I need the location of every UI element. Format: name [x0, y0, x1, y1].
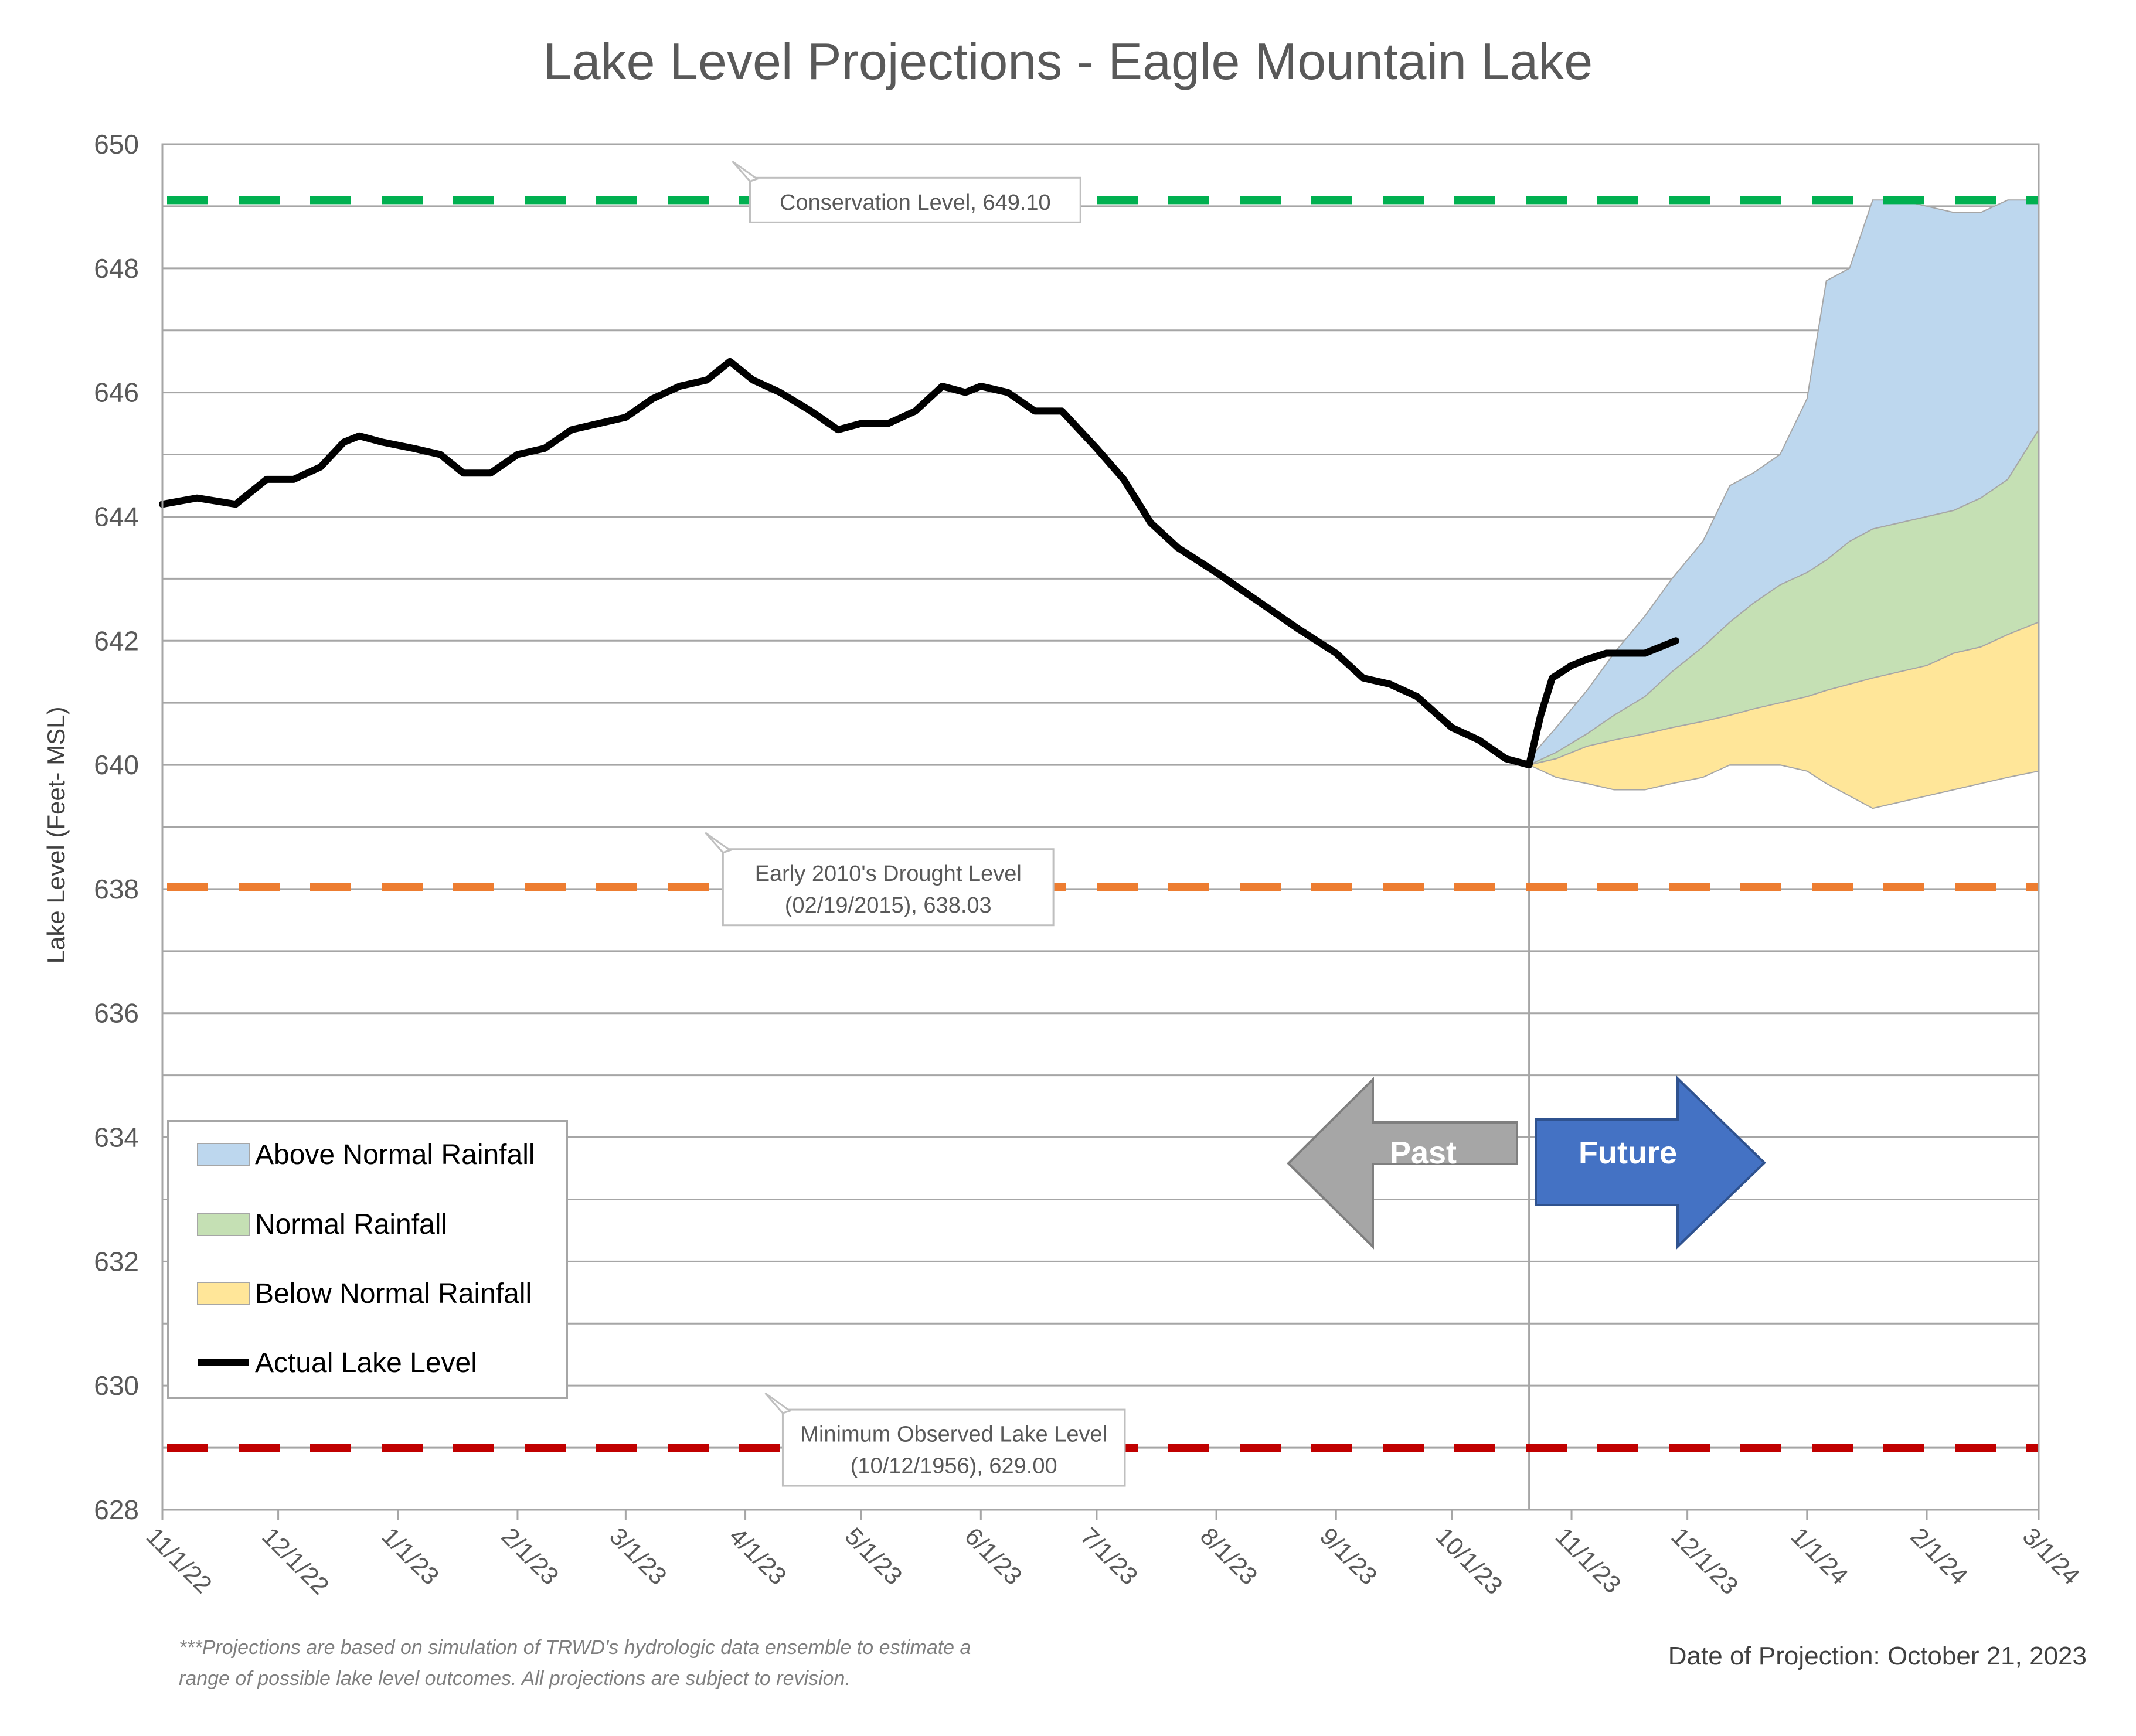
future-arrow-label: Future: [1579, 1135, 1677, 1170]
past-arrow: Past: [1287, 1077, 1518, 1250]
reference-label-pointer: [764, 1392, 792, 1414]
y-tick-label: 650: [94, 129, 139, 159]
reference-label-pointer: [732, 161, 759, 183]
reference-label-text: Conservation Level, 649.10: [780, 190, 1051, 215]
legend: Above Normal Rainfall Normal Rainfall Be…: [167, 1120, 568, 1399]
y-tick-label: 634: [94, 1122, 139, 1153]
y-tick-label: 638: [94, 874, 139, 904]
reference-label-text: Minimum Observed Lake Level: [800, 1422, 1107, 1447]
chart-title: Lake Level Projections - Eagle Mountain …: [543, 32, 1593, 90]
reference-label-drought: Early 2010's Drought Level (02/19/2015), …: [705, 832, 1055, 927]
y-tick-label: 628: [94, 1495, 139, 1525]
y-tick-label: 636: [94, 998, 139, 1029]
reference-label-box: [781, 1408, 1126, 1487]
legend-label-actual: Actual Lake Level: [255, 1347, 477, 1378]
actual-lake-level-layer: [159, 358, 1679, 769]
future-arrow: Future: [1535, 1075, 1766, 1250]
y-tick-label: 646: [94, 377, 139, 408]
footnote-line-2: range of possible lake level outcomes. A…: [179, 1667, 851, 1690]
reference-label-text: Early 2010's Drought Level: [755, 862, 1022, 886]
legend-label-above-normal: Above Normal Rainfall: [255, 1139, 535, 1170]
actual-lake-level-line: [159, 358, 1679, 769]
reference-label-box: [749, 176, 1081, 223]
legend-label-normal: Normal Rainfall: [255, 1209, 447, 1240]
reference-label-minimum: Minimum Observed Lake Level (10/12/1956),…: [764, 1392, 1126, 1487]
y-tick-label: 632: [94, 1246, 139, 1277]
footnote-line-1: ***Projections are based on simulation o…: [179, 1636, 971, 1659]
y-tick-label: 648: [94, 253, 139, 284]
legend-label-below-normal: Below Normal Rainfall: [255, 1278, 532, 1309]
reference-label-text: (02/19/2015), 638.03: [785, 893, 992, 918]
reference-line-labels: Conservation Level, 649.10 Early 2010's D…: [705, 161, 1126, 1487]
past-arrow-label: Past: [1390, 1135, 1457, 1170]
reference-label-conservation: Conservation Level, 649.10: [732, 161, 1081, 223]
projection-date-label: Date of Projection: October 21, 2023: [1668, 1642, 2087, 1670]
legend-swatch-below-normal: [197, 1282, 250, 1305]
y-tick-label: 642: [94, 625, 139, 656]
reference-label-pointer: [705, 832, 732, 854]
reference-label-text: (10/12/1956), 629.00: [851, 1454, 1057, 1479]
y-tick-label: 640: [94, 750, 139, 780]
legend-box: [167, 1120, 568, 1399]
y-tick-label: 630: [94, 1370, 139, 1401]
legend-swatch-above-normal: [197, 1143, 250, 1166]
plot-border: [161, 143, 2040, 1511]
legend-swatch-normal: [197, 1213, 250, 1236]
y-axis-label: Lake Level (Feet- MSL): [42, 707, 70, 964]
y-tick-label: 644: [94, 501, 139, 532]
reference-label-box: [722, 848, 1055, 927]
